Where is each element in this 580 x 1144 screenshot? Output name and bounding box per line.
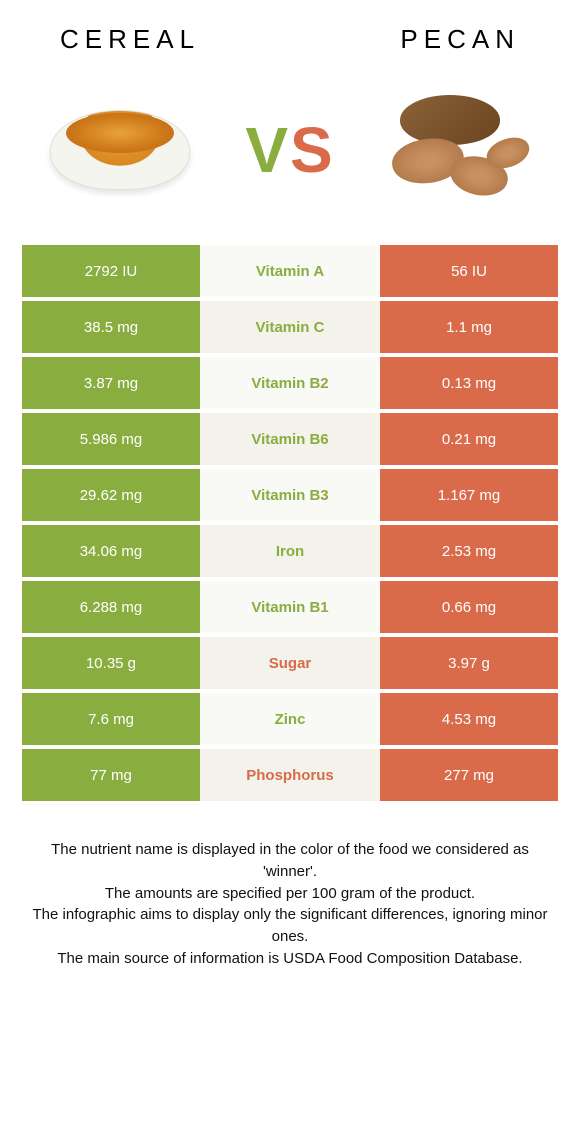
cell-nutrient: Zinc xyxy=(200,693,380,745)
cell-right: 0.13 mg xyxy=(380,357,558,409)
cell-nutrient: Vitamin B6 xyxy=(200,413,380,465)
images-row: VS xyxy=(0,65,580,245)
cell-nutrient: Iron xyxy=(200,525,380,577)
cell-left: 5.986 mg xyxy=(22,413,200,465)
cell-nutrient: Sugar xyxy=(200,637,380,689)
table-row: 6.288 mgVitamin B10.66 mg xyxy=(22,581,558,637)
table-row: 3.87 mgVitamin B20.13 mg xyxy=(22,357,558,413)
title-right: PECAN xyxy=(400,24,520,55)
cell-right: 277 mg xyxy=(380,749,558,801)
cell-right: 3.97 g xyxy=(380,637,558,689)
cell-right: 0.66 mg xyxy=(380,581,558,633)
cell-right: 1.167 mg xyxy=(380,469,558,521)
cell-right: 4.53 mg xyxy=(380,693,558,745)
table-row: 10.35 gSugar3.97 g xyxy=(22,637,558,693)
header: CEREAL PECAN xyxy=(0,0,580,65)
cell-left: 29.62 mg xyxy=(22,469,200,521)
cell-right: 1.1 mg xyxy=(380,301,558,353)
vs-label: VS xyxy=(245,113,334,187)
table-row: 38.5 mgVitamin C1.1 mg xyxy=(22,301,558,357)
cell-left: 77 mg xyxy=(22,749,200,801)
cereal-image xyxy=(40,85,200,215)
footnote-line: The nutrient name is displayed in the co… xyxy=(28,839,552,883)
vs-s: S xyxy=(290,114,335,186)
table-row: 7.6 mgZinc4.53 mg xyxy=(22,693,558,749)
table-row: 34.06 mgIron2.53 mg xyxy=(22,525,558,581)
cell-nutrient: Vitamin C xyxy=(200,301,380,353)
comparison-table: 2792 IUVitamin A56 IU38.5 mgVitamin C1.1… xyxy=(0,245,580,805)
table-row: 5.986 mgVitamin B60.21 mg xyxy=(22,413,558,469)
table-row: 77 mgPhosphorus277 mg xyxy=(22,749,558,805)
cell-nutrient: Phosphorus xyxy=(200,749,380,801)
title-left: CEREAL xyxy=(60,24,200,55)
cell-nutrient: Vitamin B3 xyxy=(200,469,380,521)
cell-nutrient: Vitamin A xyxy=(200,245,380,297)
pecan-image xyxy=(380,85,540,215)
cell-right: 2.53 mg xyxy=(380,525,558,577)
cell-right: 0.21 mg xyxy=(380,413,558,465)
cell-left: 6.288 mg xyxy=(22,581,200,633)
cell-left: 7.6 mg xyxy=(22,693,200,745)
cell-left: 34.06 mg xyxy=(22,525,200,577)
table-row: 29.62 mgVitamin B31.167 mg xyxy=(22,469,558,525)
cell-left: 3.87 mg xyxy=(22,357,200,409)
footnote-line: The amounts are specified per 100 gram o… xyxy=(28,883,552,905)
cell-nutrient: Vitamin B1 xyxy=(200,581,380,633)
footnote-line: The main source of information is USDA F… xyxy=(28,948,552,970)
cell-left: 38.5 mg xyxy=(22,301,200,353)
cell-nutrient: Vitamin B2 xyxy=(200,357,380,409)
cell-right: 56 IU xyxy=(380,245,558,297)
cell-left: 2792 IU xyxy=(22,245,200,297)
footnotes: The nutrient name is displayed in the co… xyxy=(0,805,580,970)
footnote-line: The infographic aims to display only the… xyxy=(28,904,552,948)
cell-left: 10.35 g xyxy=(22,637,200,689)
table-row: 2792 IUVitamin A56 IU xyxy=(22,245,558,301)
vs-v: V xyxy=(245,114,290,186)
